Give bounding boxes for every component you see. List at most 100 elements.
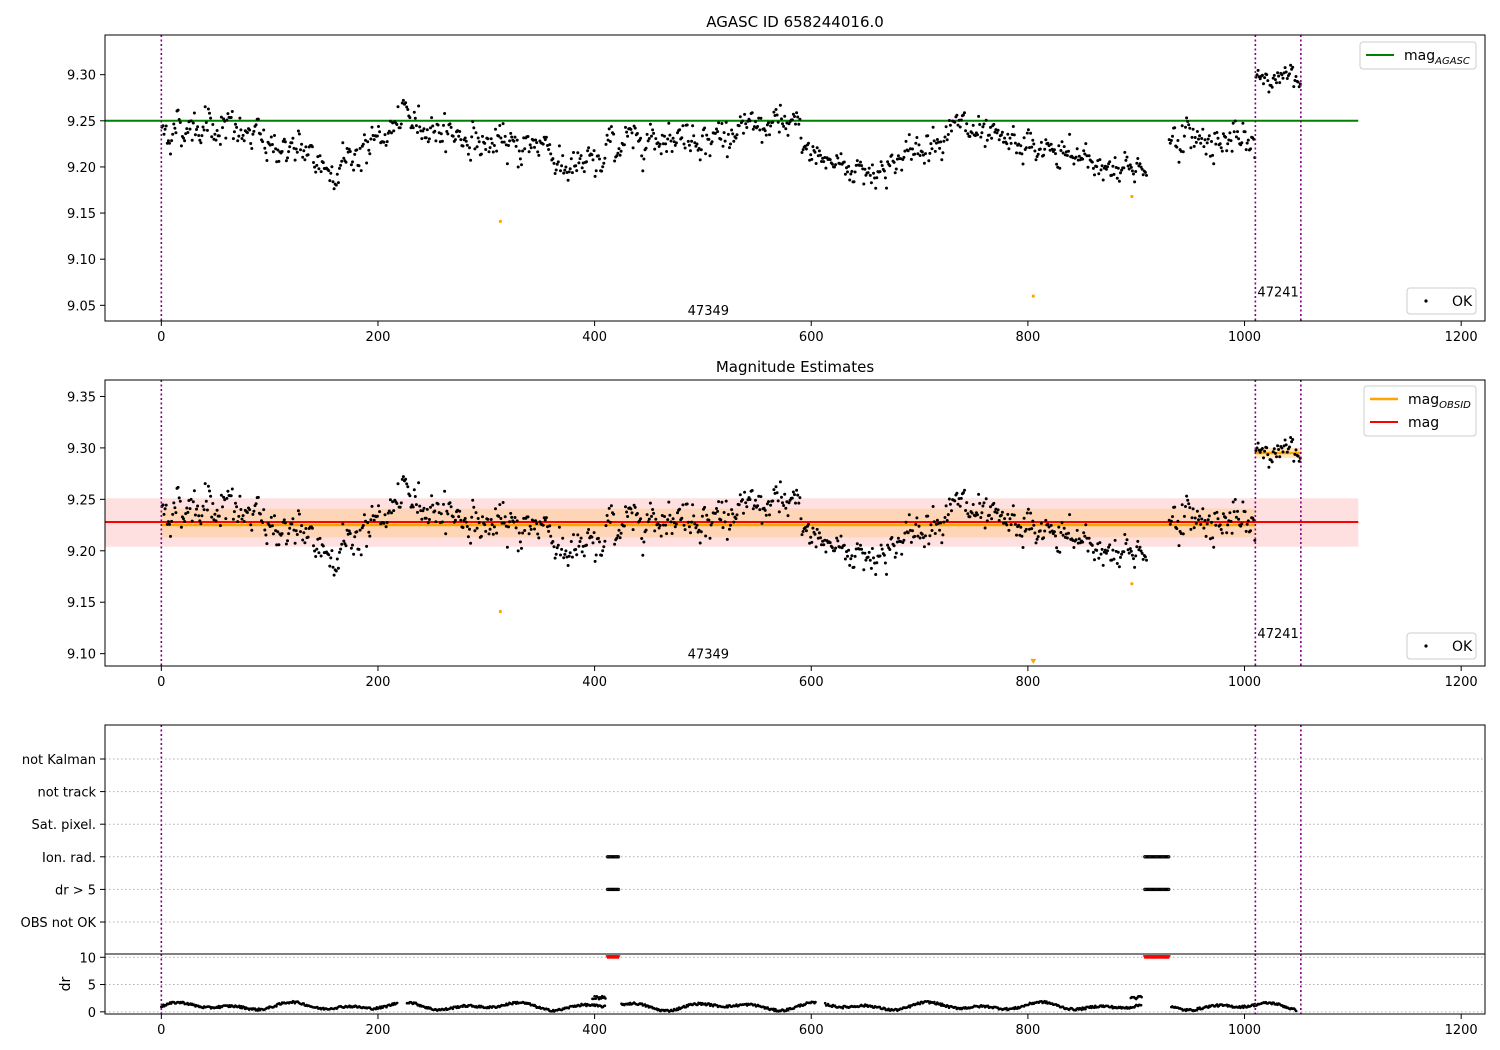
ok-point: [417, 481, 421, 485]
ok-point: [301, 538, 305, 542]
ok-point: [893, 171, 897, 175]
ok-point: [1245, 522, 1249, 526]
ok-point: [1101, 563, 1105, 567]
ok-point: [1093, 173, 1096, 177]
ok-point: [1211, 536, 1215, 540]
ok-point: [950, 129, 953, 133]
ok-point: [944, 125, 948, 129]
ok-point: [734, 136, 738, 140]
ok-point: [256, 117, 260, 121]
ok-point: [341, 522, 345, 526]
ok-point: [297, 132, 301, 136]
ok-point: [1206, 518, 1210, 522]
ok-point: [230, 110, 234, 113]
ok-point: [617, 147, 621, 151]
ok-point: [932, 520, 936, 524]
ok-point: [782, 124, 786, 128]
ok-point: [783, 114, 787, 118]
ok-point: [613, 159, 617, 163]
ok-point: [440, 139, 444, 143]
ok-point: [274, 529, 278, 533]
ok-point: [517, 149, 521, 153]
ok-point: [1033, 531, 1037, 535]
ok-point: [1186, 498, 1190, 502]
ok-point: [572, 151, 575, 154]
ok-point: [608, 140, 612, 143]
ok-point: [938, 146, 942, 150]
ok-point: [635, 512, 639, 515]
ok-point: [1173, 505, 1177, 509]
ok-point: [1220, 149, 1224, 153]
ok-point: [657, 526, 661, 530]
ok-point: [1284, 443, 1288, 447]
ok-point: [1095, 548, 1099, 552]
ok-point: [828, 541, 832, 545]
ok-point: [197, 134, 201, 137]
ok-point: [1288, 72, 1291, 76]
ok-point: [803, 144, 807, 148]
ok-point: [1025, 131, 1029, 135]
ok-point: [984, 118, 988, 122]
dr-point: [1110, 1004, 1114, 1008]
ok-point: [483, 141, 487, 145]
ok-point: [1180, 503, 1184, 507]
ok-point: [500, 140, 504, 144]
ok-point: [494, 507, 497, 511]
ok-point: [313, 549, 317, 553]
legend-label-mag-obsid: magOBSID: [1408, 392, 1471, 411]
ok-point: [989, 505, 992, 509]
x-tick-label: 1200: [1445, 675, 1478, 690]
ok-point: [683, 528, 687, 532]
ok-point: [170, 139, 174, 143]
ok-point: [215, 508, 219, 512]
ok-point: [663, 515, 666, 518]
ok-point: [406, 108, 410, 111]
ok-point: [953, 499, 957, 503]
ok-point: [794, 122, 797, 126]
ok-point: [357, 547, 361, 551]
ok-point: [767, 121, 770, 125]
ok-point: [809, 153, 813, 157]
ok-point: [1047, 144, 1051, 148]
ok-point: [232, 510, 236, 514]
ok-point: [453, 138, 457, 142]
ok-point: [652, 511, 656, 515]
ok-point: [273, 134, 276, 137]
ok-point: [201, 504, 205, 508]
ok-point: [288, 145, 292, 149]
ok-point: [645, 513, 649, 517]
ok-point: [1230, 149, 1234, 153]
ok-point: [721, 526, 725, 530]
ok-point: [204, 121, 208, 124]
ok-point: [502, 140, 506, 144]
ok-point: [1059, 149, 1063, 152]
ok-point: [782, 504, 786, 507]
ok-point: [1047, 525, 1051, 529]
ok-point: [510, 135, 514, 139]
ok-point: [1181, 150, 1185, 154]
ok-point: [1252, 518, 1256, 522]
ok-point: [868, 558, 872, 562]
x-tick-label: 1000: [1228, 330, 1261, 345]
ok-point: [1180, 124, 1184, 128]
ok-point: [431, 503, 435, 507]
ok-point: [408, 494, 412, 498]
ok-point: [903, 531, 907, 535]
ok-point: [1203, 138, 1207, 142]
ok-point: [635, 132, 639, 135]
ok-point: [161, 503, 165, 507]
ok-point: [674, 522, 678, 526]
ok-point: [417, 104, 421, 108]
ok-point: [990, 517, 994, 521]
ok-point: [518, 157, 522, 161]
ok-point: [648, 122, 652, 126]
ok-point: [737, 124, 741, 128]
ok-point: [317, 551, 321, 555]
ok-point: [1292, 459, 1296, 463]
ok-point: [1225, 531, 1229, 535]
ok-point: [523, 147, 527, 151]
ok-point: [391, 121, 395, 125]
ok-point: [1254, 449, 1258, 453]
ok-point: [795, 488, 799, 492]
ok-point: [1119, 555, 1122, 559]
